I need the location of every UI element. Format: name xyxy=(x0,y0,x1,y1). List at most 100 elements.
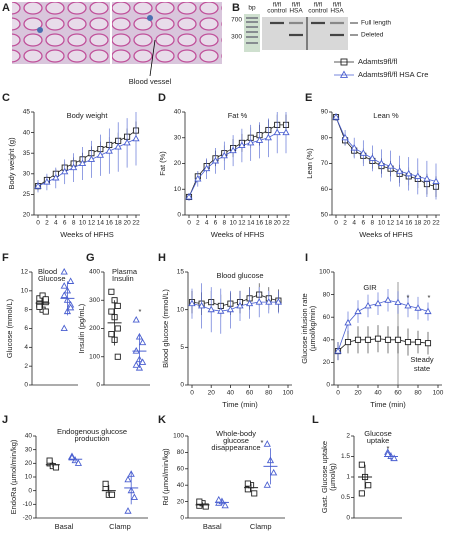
x-tick-label: 0 xyxy=(334,220,338,227)
y-tick-label: 2 xyxy=(24,363,28,370)
x-tick-label: 20 xyxy=(208,390,216,397)
panel-label: I xyxy=(305,252,308,264)
x-tick-label: 10 xyxy=(229,220,237,227)
y-tick-label: 0 xyxy=(326,382,330,389)
x-tick-label: 40 xyxy=(227,390,235,397)
y-tick-label: 6 xyxy=(24,325,28,332)
marker xyxy=(386,162,395,169)
marker xyxy=(432,177,440,185)
marker xyxy=(255,298,263,305)
x-tick-label: 4 xyxy=(352,220,356,227)
chart-title: Insulin xyxy=(112,274,134,283)
y-tick-label: 400 xyxy=(89,269,100,276)
y-tick-label: 0 xyxy=(28,487,32,494)
y-tick-label: -10 xyxy=(23,501,33,508)
marker xyxy=(188,299,196,307)
x-tick-label: 22 xyxy=(282,220,290,227)
marker xyxy=(52,464,60,471)
chart-title: Glucose xyxy=(364,429,392,438)
y-tick-label: 40 xyxy=(177,482,185,489)
band-label: Deleted xyxy=(361,32,384,39)
panel-label: K xyxy=(158,414,166,426)
x-tick-label: 40 xyxy=(374,390,382,397)
marker xyxy=(114,302,121,309)
marker xyxy=(358,461,365,468)
y-tick-label: 40 xyxy=(25,433,33,440)
series-line xyxy=(335,116,437,182)
marker xyxy=(229,146,237,154)
marker xyxy=(66,277,75,284)
x-tick-label: 60 xyxy=(246,390,254,397)
marker xyxy=(108,331,115,338)
y-tick-label: 2 xyxy=(346,433,350,440)
x-tick-label: 0 xyxy=(187,220,191,227)
marker xyxy=(404,339,412,346)
panel-label: D xyxy=(158,92,166,104)
marker xyxy=(251,490,258,497)
marker xyxy=(132,347,140,354)
marker xyxy=(264,133,272,141)
x-tick-label: 18 xyxy=(115,220,123,227)
x-tick-label: 10 xyxy=(378,220,386,227)
y-tick-label: 8 xyxy=(24,306,28,313)
y-tick-label: 0 xyxy=(177,212,181,219)
y-tick-label: 0 xyxy=(180,515,184,522)
marker xyxy=(384,296,392,303)
marker xyxy=(114,142,122,150)
legend-marker xyxy=(339,70,349,78)
marker xyxy=(263,481,271,488)
lane-label: fl/fl xyxy=(292,2,301,9)
x-tick-label: 2 xyxy=(343,220,347,227)
x-tick-label: Basal xyxy=(55,522,74,531)
series-line xyxy=(37,130,137,187)
marker xyxy=(43,177,51,185)
marker xyxy=(108,308,115,315)
lane-label: control xyxy=(267,8,287,15)
x-tick-label: 18 xyxy=(414,220,422,227)
series-line xyxy=(191,294,279,307)
marker xyxy=(203,164,211,172)
y-tick-label: 100 xyxy=(173,433,184,440)
lane-label: HSA xyxy=(289,8,303,15)
y-tick-label: 80 xyxy=(321,134,329,141)
marker xyxy=(354,307,362,315)
y-tick-label: 60 xyxy=(323,314,331,321)
x-tick-label: 12 xyxy=(238,220,246,227)
marker xyxy=(132,315,140,323)
x-tick-label: 22 xyxy=(432,220,440,227)
annotation: Blood vessel xyxy=(129,77,172,86)
chart-title: Body weight xyxy=(67,111,109,120)
lane-label: fl/fl xyxy=(273,2,282,9)
marker xyxy=(61,167,69,175)
x-axis-title: Weeks of HFHS xyxy=(60,230,114,239)
panel-label: L xyxy=(312,414,319,426)
chart-title: Fat % xyxy=(228,111,248,120)
x-axis-title: Time (min) xyxy=(370,400,406,409)
y-axis-title: Blood glucose (mmol/L) xyxy=(161,289,170,368)
marker xyxy=(87,155,96,162)
y-tick-label: 60 xyxy=(321,186,329,193)
y-tick-label: 60 xyxy=(177,466,185,473)
y-tick-label: 20 xyxy=(23,212,31,219)
marker xyxy=(282,128,290,136)
x-tick-label: 10 xyxy=(79,220,87,227)
marker xyxy=(138,338,147,346)
marker xyxy=(244,486,251,493)
y-tick-label: 70 xyxy=(321,160,329,167)
y-tick-label: 1 xyxy=(346,474,350,481)
marker xyxy=(334,347,342,354)
arrows xyxy=(350,22,358,36)
marker xyxy=(215,495,223,503)
y-tick-label: 40 xyxy=(23,129,31,136)
x-tick-label: 12 xyxy=(387,220,395,227)
marker xyxy=(132,134,140,142)
marker xyxy=(414,339,422,346)
marker xyxy=(70,163,78,171)
chart-title: Glucose xyxy=(38,274,66,283)
marker xyxy=(217,307,225,314)
marker xyxy=(196,498,203,505)
x-tick-label: 8 xyxy=(222,220,226,227)
marker xyxy=(244,480,251,487)
chart-title: uptake xyxy=(367,436,390,445)
